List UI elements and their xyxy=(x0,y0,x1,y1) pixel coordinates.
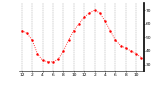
Text: OUTDOOR TEMP.: OUTDOOR TEMP. xyxy=(0,16,27,20)
Text: Mil. Temperature (vs) Heat Ind. (Last 24Hrs): Mil. Temperature (vs) Heat Ind. (Last 24… xyxy=(0,2,27,41)
